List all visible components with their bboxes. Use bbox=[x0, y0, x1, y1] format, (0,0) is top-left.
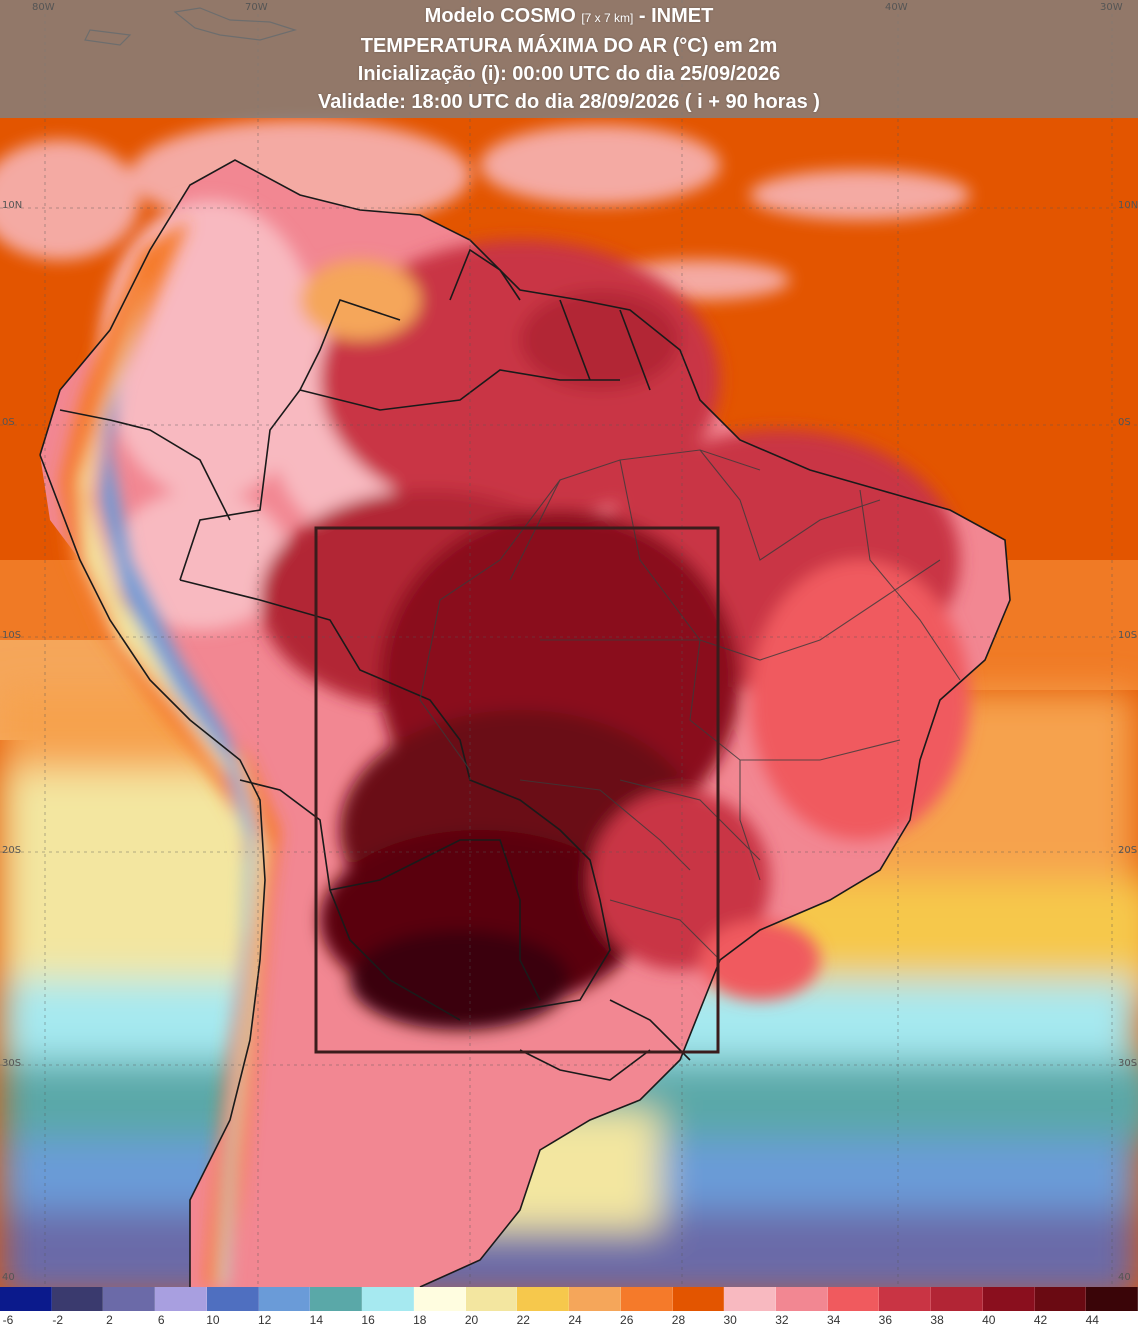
graticule bbox=[0, 0, 1138, 1287]
legend-tick: 2 bbox=[106, 1313, 113, 1327]
color-legend: -6 -2 2 6 10 12 14 16 18 20 22 24 26 28 30 32 34 36 38 40 42… bbox=[0, 1287, 1138, 1332]
header-line-3: Inicialização (i): 00:00 UTC do dia 25/0… bbox=[357, 63, 781, 85]
legend-swatch bbox=[155, 1287, 207, 1311]
legend-swatch bbox=[517, 1287, 570, 1311]
lon-label-30w: 30W bbox=[1100, 2, 1123, 13]
legend-swatch bbox=[1086, 1287, 1138, 1311]
legend-swatch bbox=[103, 1287, 156, 1311]
highlight-box bbox=[314, 526, 720, 1054]
legend-swatch bbox=[620, 1287, 673, 1311]
legend-tick: 22 bbox=[516, 1313, 530, 1327]
lon-label-40w: 40W bbox=[885, 2, 908, 13]
legend-tick: 6 bbox=[157, 1313, 165, 1327]
legend-swatch bbox=[258, 1287, 311, 1311]
lat-label-left-40: 40 bbox=[2, 1272, 15, 1283]
lat-label-left-10n: 10N bbox=[2, 200, 23, 211]
andes-cold-streak bbox=[60, 220, 280, 1287]
legend-swatch bbox=[724, 1287, 777, 1311]
legend-tick: 42 bbox=[1033, 1313, 1048, 1327]
legend-tick-labels: -6 -2 2 6 10 12 14 16 18 20 22 24 26 28 30 32 34 36 38 40 42… bbox=[0, 1313, 1138, 1331]
legend-color-bar bbox=[0, 1287, 1138, 1311]
legend-tick: 18 bbox=[413, 1313, 427, 1327]
map-canvas bbox=[0, 0, 1138, 1287]
legend-swatch bbox=[672, 1287, 725, 1311]
legend-swatch bbox=[413, 1287, 466, 1311]
legend-swatch bbox=[51, 1287, 104, 1311]
legend-swatch bbox=[776, 1287, 828, 1311]
lat-label-left-10s: 10S bbox=[2, 630, 22, 641]
state-borders bbox=[419, 449, 961, 961]
legend-tick: 16 bbox=[361, 1313, 375, 1327]
legend-tick: 24 bbox=[568, 1313, 582, 1327]
legend-tick: 40 bbox=[982, 1313, 996, 1327]
legend-swatch bbox=[1034, 1287, 1087, 1311]
legend-tick: 28 bbox=[671, 1313, 686, 1327]
legend-tick: 36 bbox=[878, 1313, 893, 1327]
legend-tick: 30 bbox=[723, 1313, 737, 1327]
legend-swatch bbox=[310, 1287, 363, 1311]
legend-swatch bbox=[982, 1287, 1035, 1311]
legend-swatch bbox=[465, 1287, 518, 1311]
header-line-4: Validade: 18:00 UTC do dia 28/09/2026 ( … bbox=[318, 91, 820, 113]
legend-tick: 38 bbox=[930, 1313, 944, 1327]
lat-label-left-0s: 0S bbox=[2, 417, 15, 428]
legend-swatch bbox=[206, 1287, 259, 1311]
legend-swatch bbox=[362, 1287, 414, 1311]
legend-swatch bbox=[827, 1287, 880, 1311]
header-line-1: Modelo COSMO [7 x 7 km] - INMET bbox=[424, 5, 714, 27]
lat-label-right-40: 40 bbox=[1118, 1272, 1131, 1283]
legend-swatch bbox=[879, 1287, 932, 1311]
header-line-2: TEMPERATURA MÁXIMA DO AR (°C) em 2m bbox=[360, 35, 778, 57]
map-header: Modelo COSMO [7 x 7 km] - INMET TEMPERAT… bbox=[0, 0, 1138, 118]
lat-label-right-10n: 10N bbox=[1118, 200, 1138, 211]
lat-label-left-20s: 20S bbox=[2, 845, 22, 856]
lat-label-left-30s: 30S bbox=[2, 1058, 22, 1069]
legend-tick: 26 bbox=[620, 1313, 634, 1327]
legend-swatch bbox=[0, 1287, 52, 1311]
lat-label-right-0s: 0S bbox=[1118, 417, 1131, 428]
temperature-map: Modelo COSMO [7 x 7 km] - INMET TEMPERAT… bbox=[0, 0, 1138, 1287]
legend-tick: 20 bbox=[464, 1313, 479, 1327]
legend-tick: 44 bbox=[1085, 1313, 1099, 1327]
legend-swatch bbox=[569, 1287, 621, 1311]
legend-tick: 34 bbox=[826, 1313, 841, 1327]
lon-label-80w: 80W bbox=[32, 2, 55, 13]
legend-swatch bbox=[931, 1287, 983, 1311]
legend-tick: 10 bbox=[206, 1313, 220, 1327]
legend-tick: 14 bbox=[309, 1313, 324, 1327]
legend-tick: -2 bbox=[52, 1313, 64, 1327]
lat-label-right-30s: 30S bbox=[1118, 1058, 1138, 1069]
country-borders bbox=[39, 159, 1011, 1287]
lat-label-right-20s: 20S bbox=[1118, 845, 1138, 856]
legend-tick: 12 bbox=[257, 1313, 272, 1327]
legend-tick: 32 bbox=[775, 1313, 789, 1327]
lat-label-right-10s: 10S bbox=[1118, 630, 1138, 641]
legend-tick: -6 bbox=[2, 1313, 14, 1327]
lon-label-70w: 70W bbox=[245, 2, 268, 13]
